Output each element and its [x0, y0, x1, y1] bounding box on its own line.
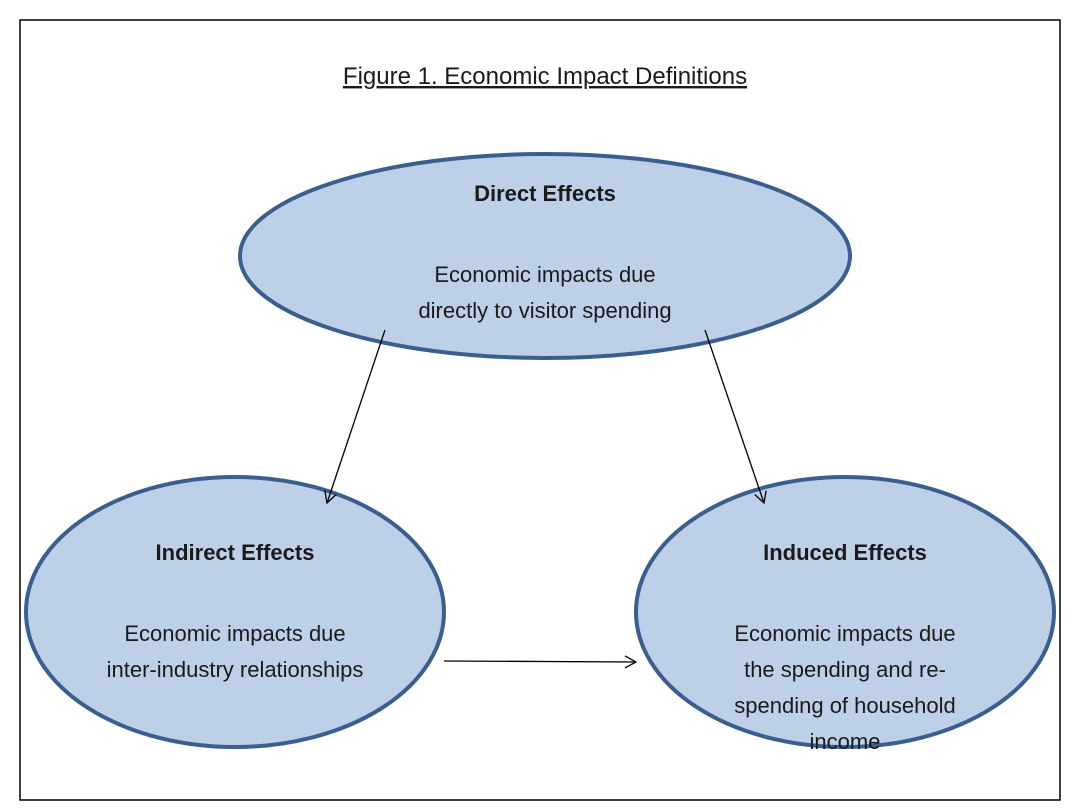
node-text: inter-industry relationships	[107, 657, 364, 682]
arrow	[443, 655, 638, 669]
node-text: directly to visitor spending	[418, 298, 671, 323]
frame	[19, 19, 1061, 801]
arrow	[704, 329, 767, 505]
node-text: the spending and re-	[744, 657, 946, 682]
node-ellipse	[634, 475, 1056, 749]
node-text: Economic impacts due	[434, 262, 655, 287]
node-label: Direct Effects	[474, 181, 616, 206]
node-label: Indirect Effects	[156, 540, 315, 565]
figure-title: Figure 1. Economic Impact Definitions	[343, 63, 747, 90]
node-ellipse	[238, 152, 852, 360]
labels: Direct Effects Economic impacts due direct…	[107, 181, 956, 754]
node-text: spending of household	[734, 693, 955, 718]
node-text: Economic impacts due	[124, 621, 345, 646]
node-text: income	[810, 729, 881, 754]
arrow	[324, 329, 386, 505]
node-label: Induced Effects	[763, 540, 927, 565]
node-text: Economic impacts due	[734, 621, 955, 646]
node-ellipse	[24, 475, 446, 749]
